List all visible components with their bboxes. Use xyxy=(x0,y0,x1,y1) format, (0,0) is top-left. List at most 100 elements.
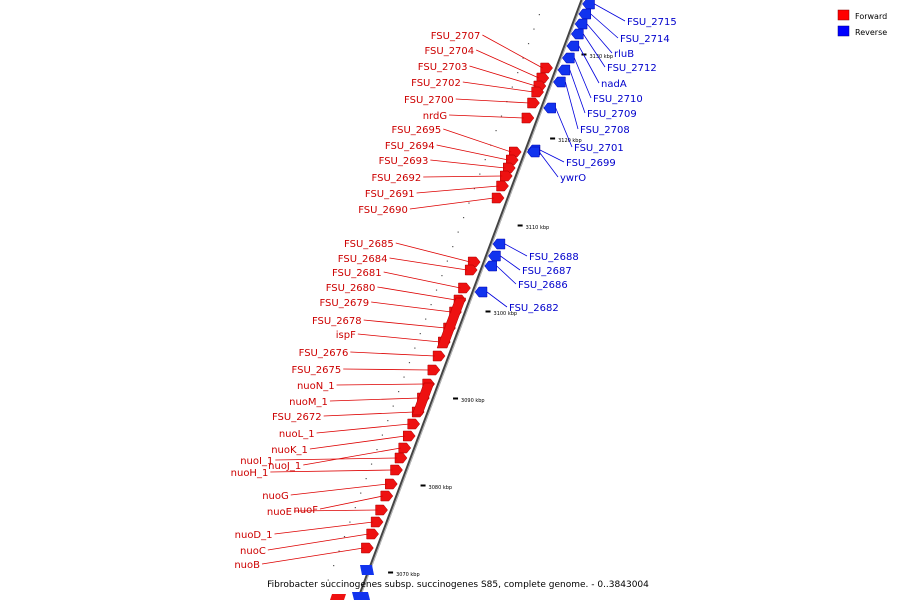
axis-dot xyxy=(473,188,476,190)
leader-line xyxy=(482,34,543,69)
gene-arrow-fsu-2688 xyxy=(492,238,506,250)
leader-line xyxy=(293,509,378,512)
leader-line xyxy=(586,23,613,54)
axis-dot xyxy=(333,565,335,567)
leader-line xyxy=(261,547,364,565)
leader-line xyxy=(371,301,452,313)
axis-tick-mark xyxy=(517,224,523,227)
leader-line xyxy=(436,144,509,161)
gene-label-fsu-2680: FSU_2680 xyxy=(326,283,376,294)
leader-line xyxy=(383,271,461,289)
gene-arrow-nada xyxy=(566,40,580,52)
gene-arrow-fsu-2675 xyxy=(427,364,441,376)
gene-label-nuok-1: nuoK_1 xyxy=(271,445,308,456)
leader-line xyxy=(363,319,446,329)
gene-arrow-fsu-2700 xyxy=(527,97,540,109)
leader-line xyxy=(590,13,619,39)
gene-label-fsu-2695: FSU_2695 xyxy=(392,125,442,136)
gene-arrow-nrdg xyxy=(521,112,535,124)
axis-dot xyxy=(354,507,356,509)
leader-line xyxy=(555,107,573,148)
gene-arrow-fsu-2687 xyxy=(488,250,501,262)
forward-gene-labels: FSU_2707 FSU_2704 FSU_2703 FSU_2702 FSU_2700… xyxy=(231,31,481,571)
axis-dot xyxy=(527,43,530,45)
gene-arrow-fsu-2712 xyxy=(570,28,584,40)
gene-label-fsu-2679: FSU_2679 xyxy=(319,298,369,309)
genome-axis xyxy=(356,0,584,600)
gene-label-nuob: nuoB xyxy=(234,560,260,571)
gene-label-nuog: nuoG xyxy=(262,491,289,502)
gene-arrow-fsu-2684 xyxy=(464,264,478,276)
gene-arrow-fsu-2676 xyxy=(432,350,446,362)
gene-arrow-block xyxy=(436,297,467,349)
gene-arrow-rlub xyxy=(574,18,588,30)
leader-line xyxy=(267,533,369,551)
axis-dot xyxy=(349,521,351,523)
gene-label-fsu-2684: FSU_2684 xyxy=(338,254,388,265)
gene-label-fsu-2693: FSU_2693 xyxy=(379,156,429,167)
axis-dot xyxy=(479,173,481,175)
axis-tick-mark xyxy=(453,397,459,400)
axis-tick-mark xyxy=(388,571,394,574)
gene-arrow-fsu-2682 xyxy=(474,286,488,298)
leader-line xyxy=(270,469,393,473)
gene-label-fsu-2688: FSU_2688 xyxy=(529,252,579,263)
legend: Forward Reverse xyxy=(837,9,887,37)
leader-line xyxy=(423,175,503,178)
axis-tick-label: 3080 kbp xyxy=(429,485,453,491)
gene-label-fsu-2675: FSU_2675 xyxy=(292,365,342,376)
axis-tick-label: 3090 kbp xyxy=(461,398,485,404)
leader-line xyxy=(357,333,441,343)
gene-arrow-nuog xyxy=(385,478,398,490)
gene-label-nuoi-1: nuoI_1 xyxy=(240,456,273,467)
gene-arrow-nuok-1 xyxy=(402,430,416,442)
label-leader-lines xyxy=(261,3,626,565)
leader-line xyxy=(309,435,406,450)
gene-arrow-nuol-1 xyxy=(407,418,421,430)
gene-label-fsu-2692: FSU_2692 xyxy=(372,173,422,184)
leader-line xyxy=(443,128,512,153)
axis-dot xyxy=(425,318,427,320)
axis-dot xyxy=(435,289,438,291)
leader-line xyxy=(539,149,565,163)
axis-tick-mark xyxy=(485,310,491,313)
axis-dot xyxy=(398,391,400,393)
gene-label-fsu-2676: FSU_2676 xyxy=(299,348,349,359)
gene-label-ywro: ywrO xyxy=(560,173,586,184)
axis-dot xyxy=(462,217,465,219)
gene-label-fsu-2672: FSU_2672 xyxy=(272,412,322,423)
gene-arrow-fsu-2715 xyxy=(582,0,595,10)
gene-arrow-fsu-2707 xyxy=(540,62,553,74)
leader-line xyxy=(565,81,579,130)
gene-arrow-fsu-2686 xyxy=(484,260,497,272)
gene-label-fsu-2686: FSU_2686 xyxy=(518,280,568,291)
gene-label-fsu-2694: FSU_2694 xyxy=(385,141,435,152)
gene-label-fsu-2699: FSU_2699 xyxy=(566,158,616,169)
gene-arrow-fsu-2690 xyxy=(491,192,505,204)
gene-arrow-nuob xyxy=(361,542,374,554)
gene-label-nuoj-1: nuoJ_1 xyxy=(268,461,301,472)
axis-dot xyxy=(533,28,535,30)
gene-arrow-block xyxy=(411,382,435,416)
leader-line xyxy=(430,159,506,169)
gene-arrow-nuoj-1 xyxy=(398,442,412,454)
leader-line xyxy=(578,45,600,84)
gene-arrow-nuoe xyxy=(375,504,388,516)
legend-forward-swatch xyxy=(837,9,850,21)
leader-line xyxy=(486,291,508,308)
leader-line xyxy=(582,33,606,68)
leader-line xyxy=(274,521,374,535)
leader-line xyxy=(496,265,517,285)
leader-line xyxy=(409,197,495,210)
gene-label-nuoe: nuoE xyxy=(267,507,292,518)
gene-label-nuol-1: nuoL_1 xyxy=(279,429,315,440)
leader-line xyxy=(500,255,521,271)
axis-dot xyxy=(343,536,346,538)
leader-line xyxy=(455,98,530,104)
legend-forward-label: Forward xyxy=(855,12,887,21)
leader-line xyxy=(469,65,537,87)
leader-line xyxy=(319,495,383,510)
axis-dot xyxy=(387,420,389,422)
gene-arrow-fsu-2708 xyxy=(553,76,566,88)
